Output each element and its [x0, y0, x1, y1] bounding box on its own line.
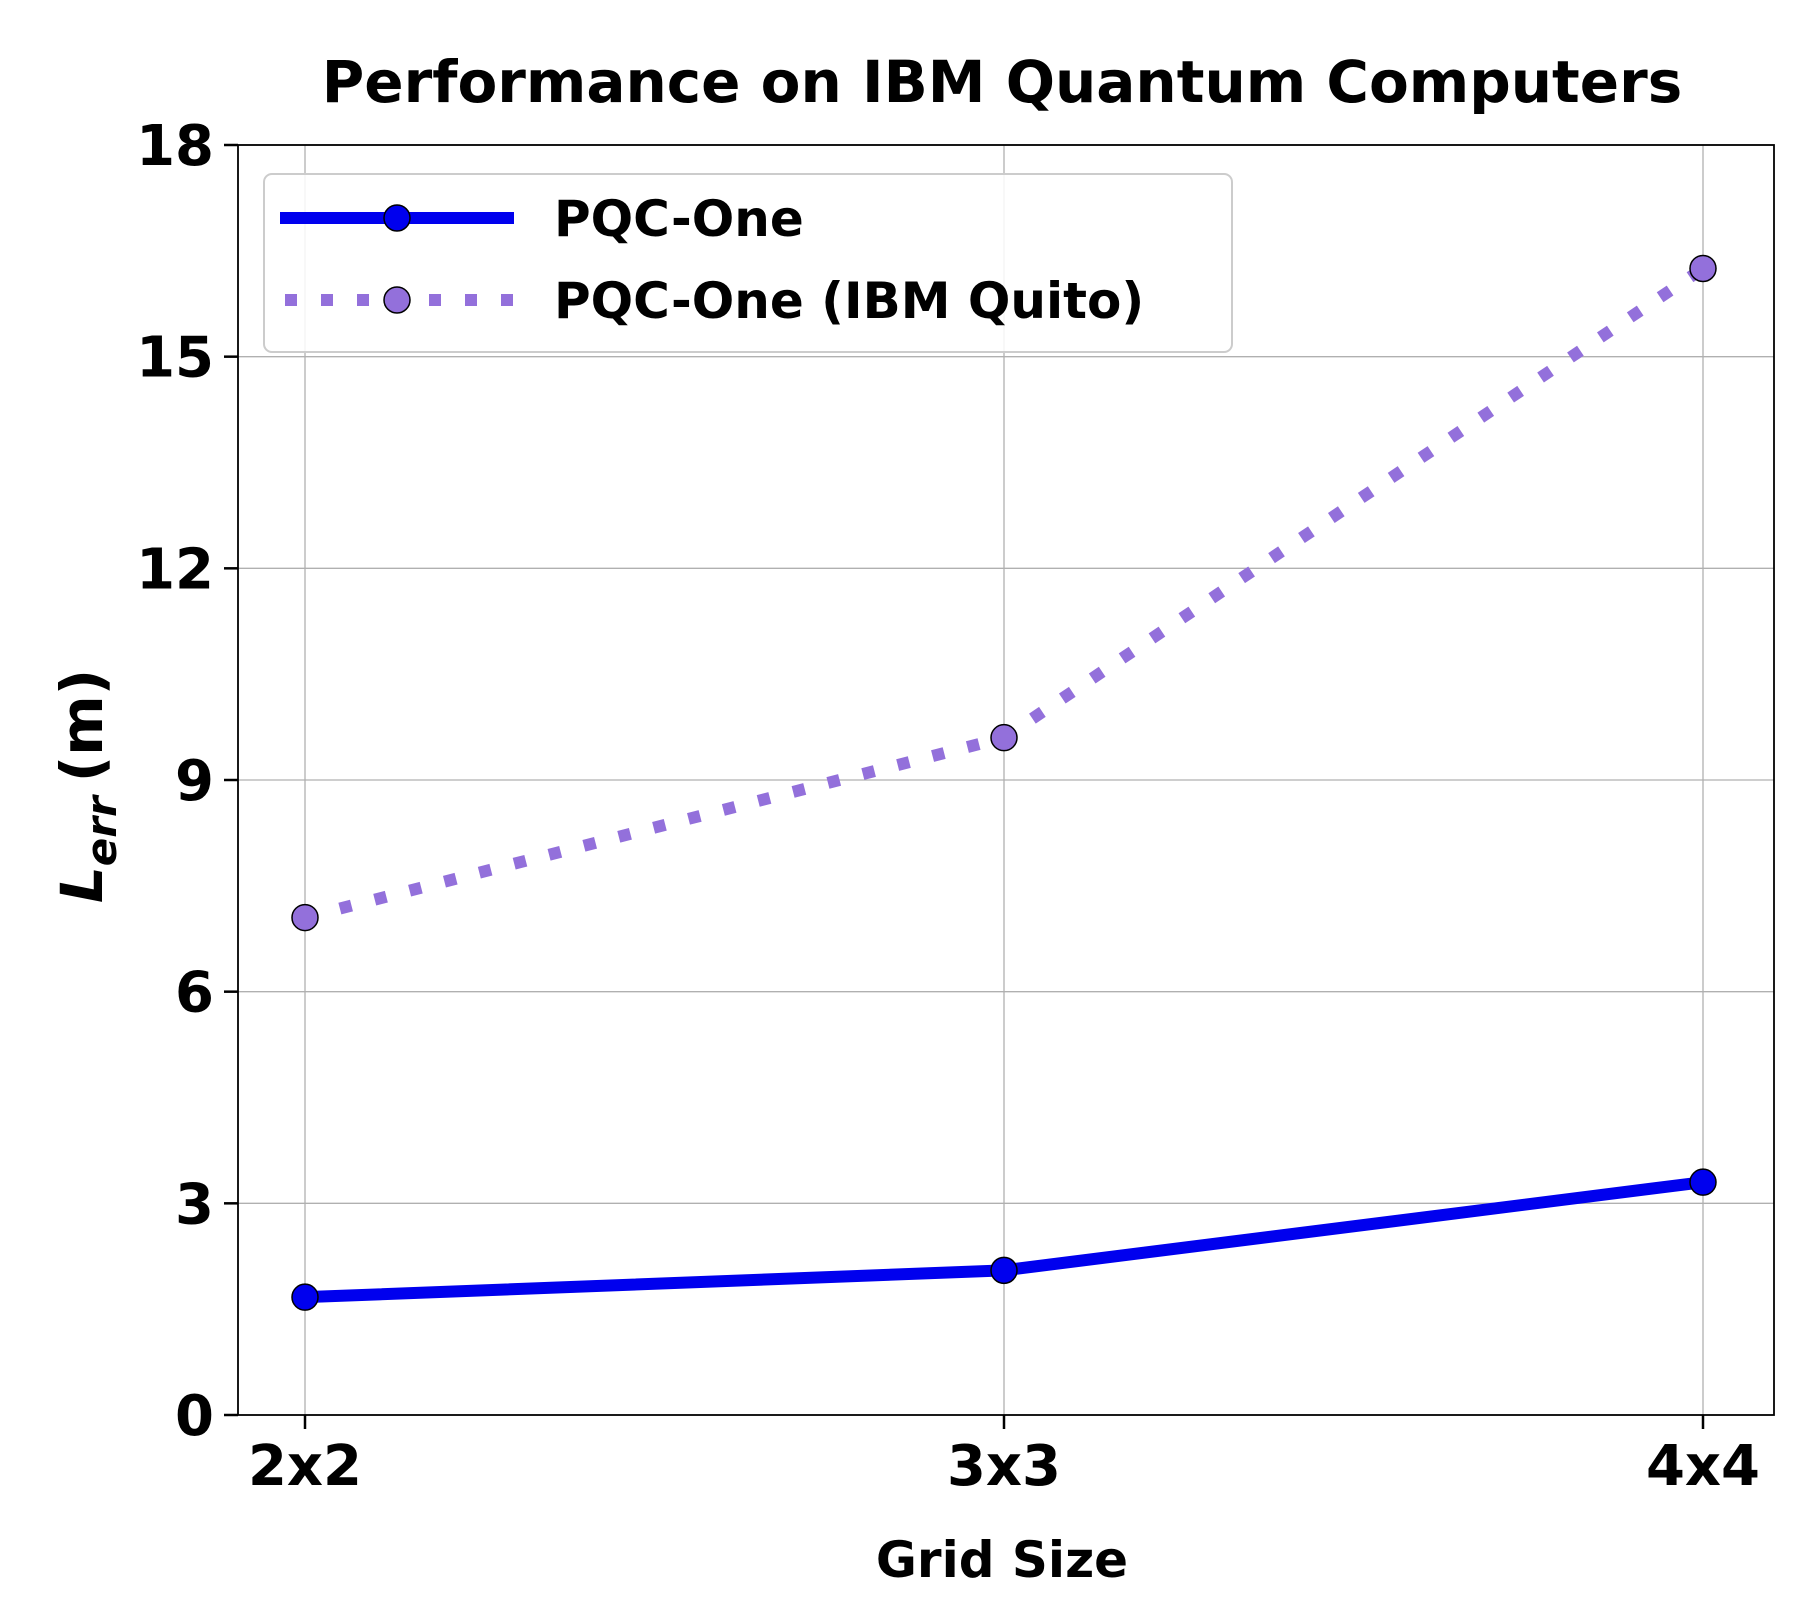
- legend-label-pqc-one: PQC-One: [554, 190, 804, 248]
- y-tick-label: 3: [175, 1172, 214, 1237]
- series-layer: [291, 254, 1717, 1311]
- y-tick-label: 12: [136, 537, 214, 602]
- chart-title: Performance on IBM Quantum Computers: [322, 48, 1682, 116]
- legend-swatch-marker-pqc-one: [383, 204, 411, 232]
- data-point-pqc-one-ibm-quito-4x4: [1689, 254, 1717, 283]
- x-tick-label: 2x2: [248, 1434, 362, 1499]
- data-point-pqc-one-ibm-quito-3x3: [990, 723, 1018, 752]
- x-tick-label: 4x4: [1646, 1434, 1760, 1499]
- y-tick-label: 6: [175, 961, 214, 1026]
- y-tick-label: 0: [175, 1384, 214, 1449]
- axes: 0 3 6 9 12 15 18 2x2 3x3 4x4: [136, 114, 1775, 1499]
- y-axis-label-subscript: err: [77, 794, 126, 866]
- data-point-pqc-one-3x3: [990, 1256, 1018, 1285]
- legend-label-pqc-one-ibm-quito: PQC-One (IBM Quito): [554, 272, 1144, 330]
- legend-swatch-marker-pqc-one-ibm-quito: [383, 286, 411, 314]
- y-axis-label-symbol: L: [48, 866, 116, 903]
- y-tick-label: 18: [136, 114, 214, 179]
- data-point-pqc-one-ibm-quito-2x2: [291, 903, 319, 932]
- y-axis-label: Lerr (m): [48, 669, 126, 903]
- y-tick-label: 15: [136, 326, 214, 391]
- x-tick-label: 3x3: [947, 1434, 1061, 1499]
- legend: PQC-One PQC-One (IBM Quito): [263, 173, 1233, 353]
- data-point-pqc-one-4x4: [1689, 1168, 1717, 1196]
- data-point-pqc-one-2x2: [291, 1283, 319, 1311]
- y-tick-label: 9: [175, 749, 214, 814]
- y-axis-label-unit: (m): [48, 669, 116, 782]
- x-axis-label: Grid Size: [876, 1531, 1128, 1589]
